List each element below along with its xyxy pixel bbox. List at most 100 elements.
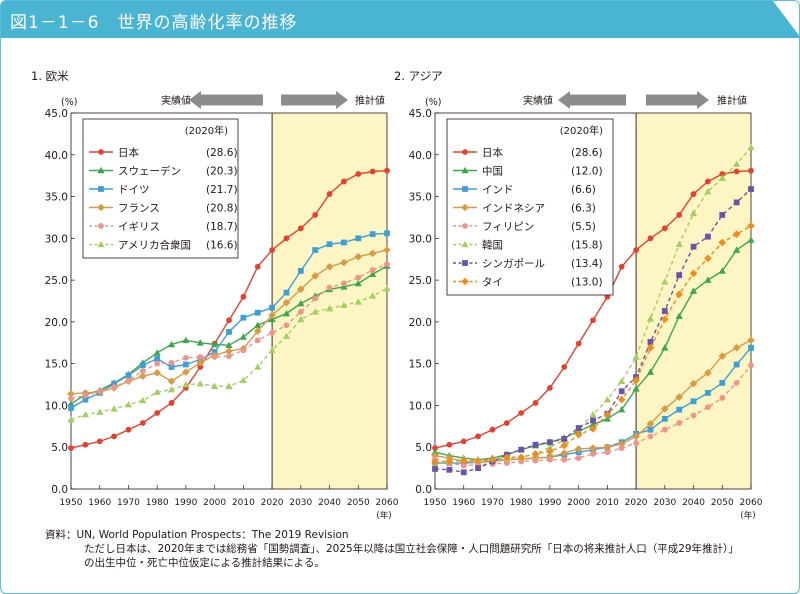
- actual-label: 実績値: [161, 94, 191, 107]
- data-point: [633, 247, 639, 253]
- data-point: [676, 212, 683, 218]
- data-point: [590, 417, 596, 424]
- legend-value: (13.4): [571, 258, 603, 270]
- data-point: [690, 243, 697, 250]
- x-tick-label: 1960: [88, 498, 111, 508]
- legend-label: インド: [482, 184, 514, 196]
- data-point: [268, 346, 276, 354]
- data-point: [297, 285, 305, 294]
- series-group: [431, 222, 755, 467]
- x-tick-label: 1970: [481, 498, 504, 508]
- data-point: [647, 426, 654, 433]
- data-point: [617, 395, 626, 404]
- legend-swatch-marker: [462, 149, 468, 155]
- legend-value: (20.8): [206, 203, 238, 215]
- data-point: [676, 272, 683, 278]
- data-point: [590, 451, 596, 457]
- data-point: [82, 441, 89, 448]
- data-point: [354, 298, 362, 305]
- y-tick-label: 20.0: [409, 317, 432, 329]
- data-point: [689, 269, 698, 278]
- data-point: [431, 458, 439, 467]
- figure-title: 図1－1－6 世界の高齢化率の推移: [10, 13, 298, 33]
- data-point: [705, 390, 711, 396]
- data-point: [632, 376, 640, 385]
- data-point: [297, 225, 304, 232]
- data-point: [560, 441, 569, 450]
- data-point: [369, 168, 376, 175]
- data-point: [82, 396, 89, 403]
- data-point: [719, 171, 726, 177]
- data-point: [111, 380, 117, 387]
- data-point: [153, 349, 161, 356]
- legend-label: インドネシア: [482, 203, 545, 215]
- legend-label: タイ: [482, 277, 503, 289]
- data-point: [575, 455, 582, 461]
- data-point: [675, 393, 683, 401]
- legend-swatch-marker: [98, 149, 104, 155]
- data-point: [618, 406, 626, 413]
- data-point: [96, 438, 103, 445]
- data-point: [297, 315, 305, 323]
- data-point: [125, 426, 132, 433]
- data-point: [646, 343, 655, 352]
- x-tick-label: 2010: [596, 498, 619, 508]
- data-point: [560, 449, 569, 457]
- data-point: [432, 466, 438, 472]
- y-tick-label: 45.0: [45, 108, 68, 120]
- x-tick-label: 1950: [424, 498, 447, 508]
- data-point: [589, 425, 597, 433]
- data-point: [139, 368, 146, 375]
- data-point: [618, 388, 625, 395]
- data-point: [646, 368, 655, 375]
- data-point: [517, 453, 525, 462]
- data-point: [239, 376, 247, 384]
- data-point: [383, 246, 391, 254]
- x-tick-label: 2060: [740, 498, 763, 508]
- header-corner: [773, 1, 799, 38]
- actual-label: 実績値: [523, 94, 553, 107]
- projection-region: [636, 113, 751, 489]
- data-point: [603, 443, 612, 452]
- chart-panel: 2. アジア (%) 0.0 5.0 10.0 15.0 20.0 25.0 30.0 35.0 4…: [394, 69, 763, 521]
- data-point: [226, 353, 232, 360]
- x-tick-label: 2030: [289, 498, 312, 508]
- data-point: [312, 212, 319, 218]
- legend-label: スウェーデン: [118, 165, 181, 178]
- data-point: [589, 444, 597, 452]
- data-point: [460, 469, 467, 476]
- data-point: [732, 230, 741, 238]
- data-point: [561, 435, 568, 442]
- data-point: [719, 212, 726, 218]
- series-group: [68, 261, 390, 402]
- data-point: [153, 388, 161, 395]
- series-group: [67, 284, 391, 423]
- data-point: [704, 254, 712, 263]
- data-point: [354, 252, 363, 261]
- data-point: [532, 441, 539, 448]
- data-point: [646, 420, 655, 428]
- data-point: [111, 433, 117, 440]
- data-point: [503, 453, 511, 462]
- legend-value: (18.7): [206, 221, 238, 233]
- data-point: [297, 268, 304, 274]
- x-tick-label: 2050: [347, 498, 370, 508]
- data-point: [689, 209, 698, 217]
- legend-swatch-marker: [462, 223, 468, 229]
- data-point: [618, 377, 626, 385]
- data-point: [705, 233, 711, 240]
- data-point: [68, 405, 74, 411]
- data-point: [67, 416, 75, 423]
- data-point: [183, 361, 189, 368]
- data-point: [326, 191, 333, 197]
- header-bar: 図1－1－6 世界の高齢化率の推移: [1, 1, 799, 38]
- data-point: [311, 272, 319, 280]
- y-tick-label: 10.0: [45, 400, 68, 412]
- data-point: [445, 457, 454, 466]
- data-point: [661, 315, 669, 324]
- data-point: [355, 235, 362, 242]
- data-point: [168, 359, 175, 366]
- data-point: [547, 439, 553, 446]
- data-point: [446, 441, 453, 448]
- y-tick-label: 30.0: [409, 233, 432, 245]
